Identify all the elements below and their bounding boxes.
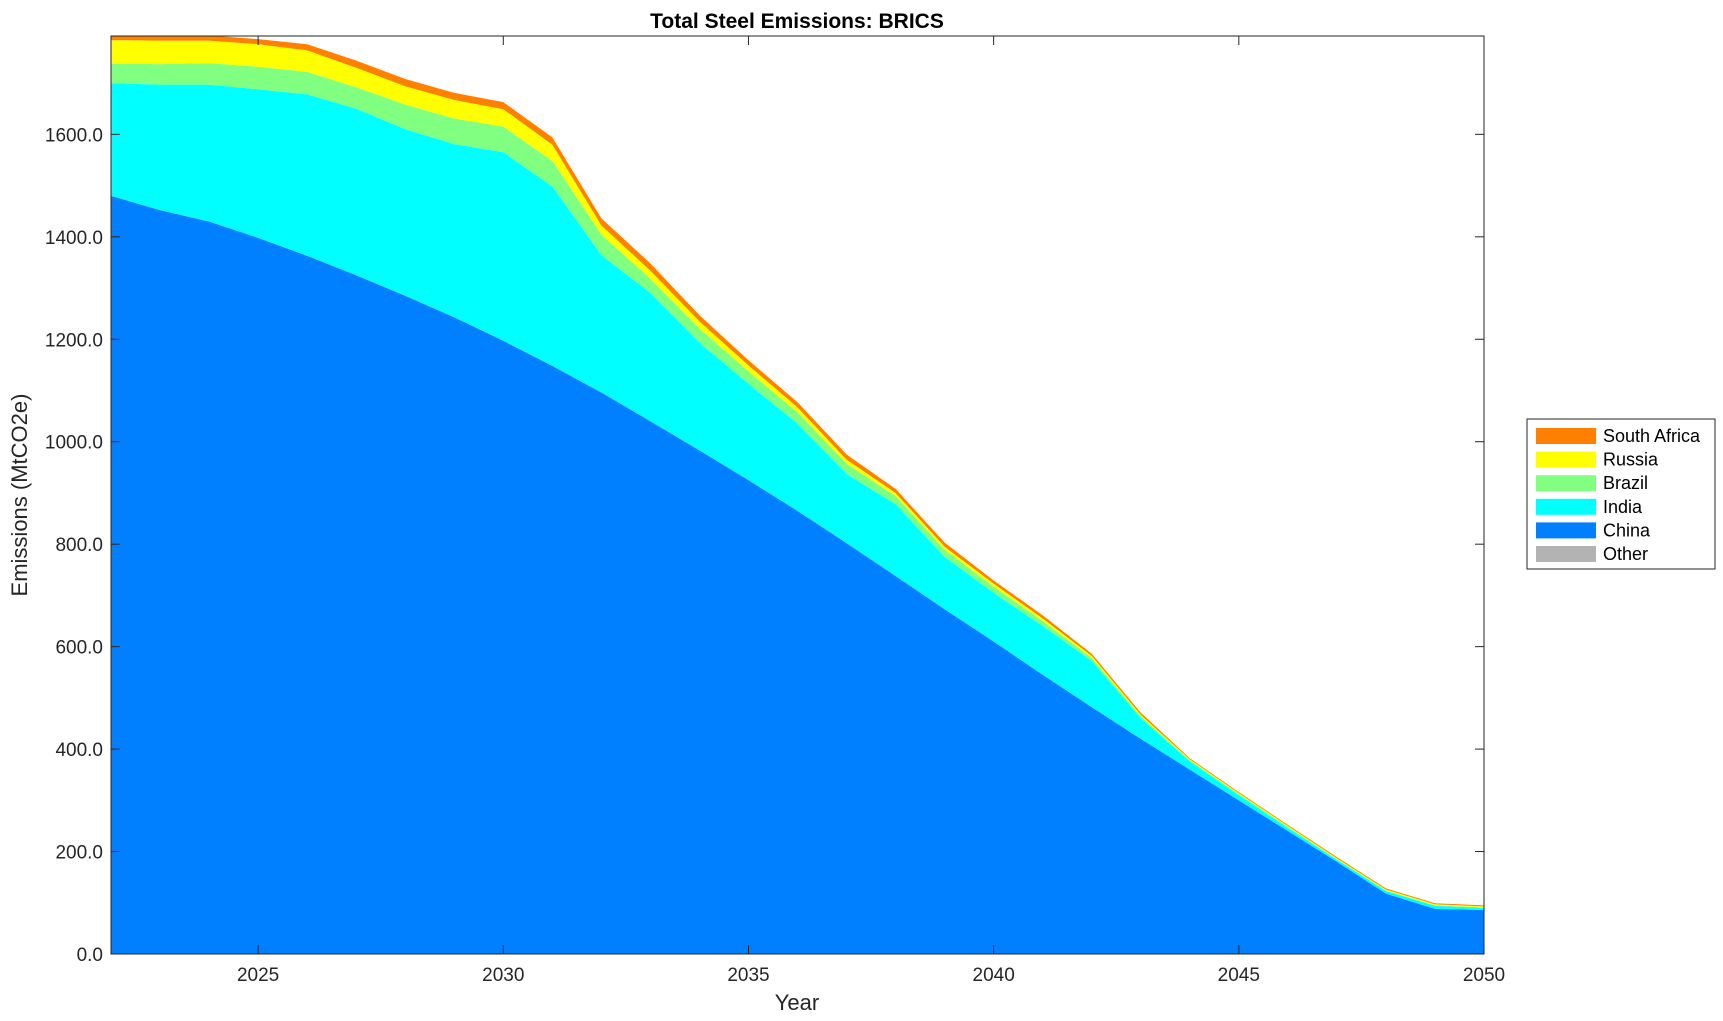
areas-layer [111, 35, 1484, 954]
x-tick-label-2030: 2030 [482, 965, 524, 986]
legend-swatch-russia [1536, 451, 1596, 468]
y-tick-label-0: 0.0 [77, 945, 103, 966]
legend-label-south-africa: South Africa [1603, 426, 1701, 446]
y-tick-label-800: 800.0 [55, 535, 103, 556]
legend-swatch-other [1536, 546, 1596, 562]
area-series-china [111, 195, 1484, 954]
x-tick-label-2045: 2045 [1218, 965, 1260, 986]
legend-label-russia: Russia [1603, 450, 1659, 470]
y-tick-label-1200: 1200.0 [45, 330, 103, 351]
y-tick-label-400: 400.0 [55, 740, 103, 761]
ticks-layer: 2025 2030 2035 2040 2045 2050 0.0 200.0 400.0 600… [45, 36, 1505, 986]
y-axis-label: Emissions (MtCO2e) [7, 394, 32, 597]
legend: South Africa Russia Brazil India China Other [1526, 418, 1716, 570]
x-axis-label: Year [775, 990, 819, 1015]
legend-label-china: China [1603, 520, 1651, 540]
x-tick-label-2035: 2035 [727, 965, 769, 986]
x-tick-label-2025: 2025 [237, 965, 279, 986]
legend-label-brazil: Brazil [1603, 473, 1648, 493]
y-tick-label-1600: 1600.0 [45, 125, 103, 146]
x-tick-label-2040: 2040 [973, 965, 1015, 986]
legend-swatch-brazil [1536, 475, 1596, 492]
chart-title: Total Steel Emissions: BRICS [650, 10, 944, 33]
y-tick-label-200: 200.0 [55, 843, 103, 864]
legend-label-other: Other [1603, 544, 1648, 564]
y-tick-label-600: 600.0 [55, 638, 103, 659]
area-series-india [111, 83, 1484, 910]
x-tick-label-2050: 2050 [1463, 965, 1505, 986]
legend-swatch-china [1536, 522, 1596, 539]
y-tick-label-1000: 1000.0 [45, 433, 103, 454]
y-tick-label-1400: 1400.0 [45, 228, 103, 249]
plot-frame [110, 35, 1485, 955]
legend-label-india: India [1603, 497, 1643, 517]
legend-swatch-india [1536, 498, 1596, 515]
legend-swatch-south-africa [1536, 428, 1596, 444]
